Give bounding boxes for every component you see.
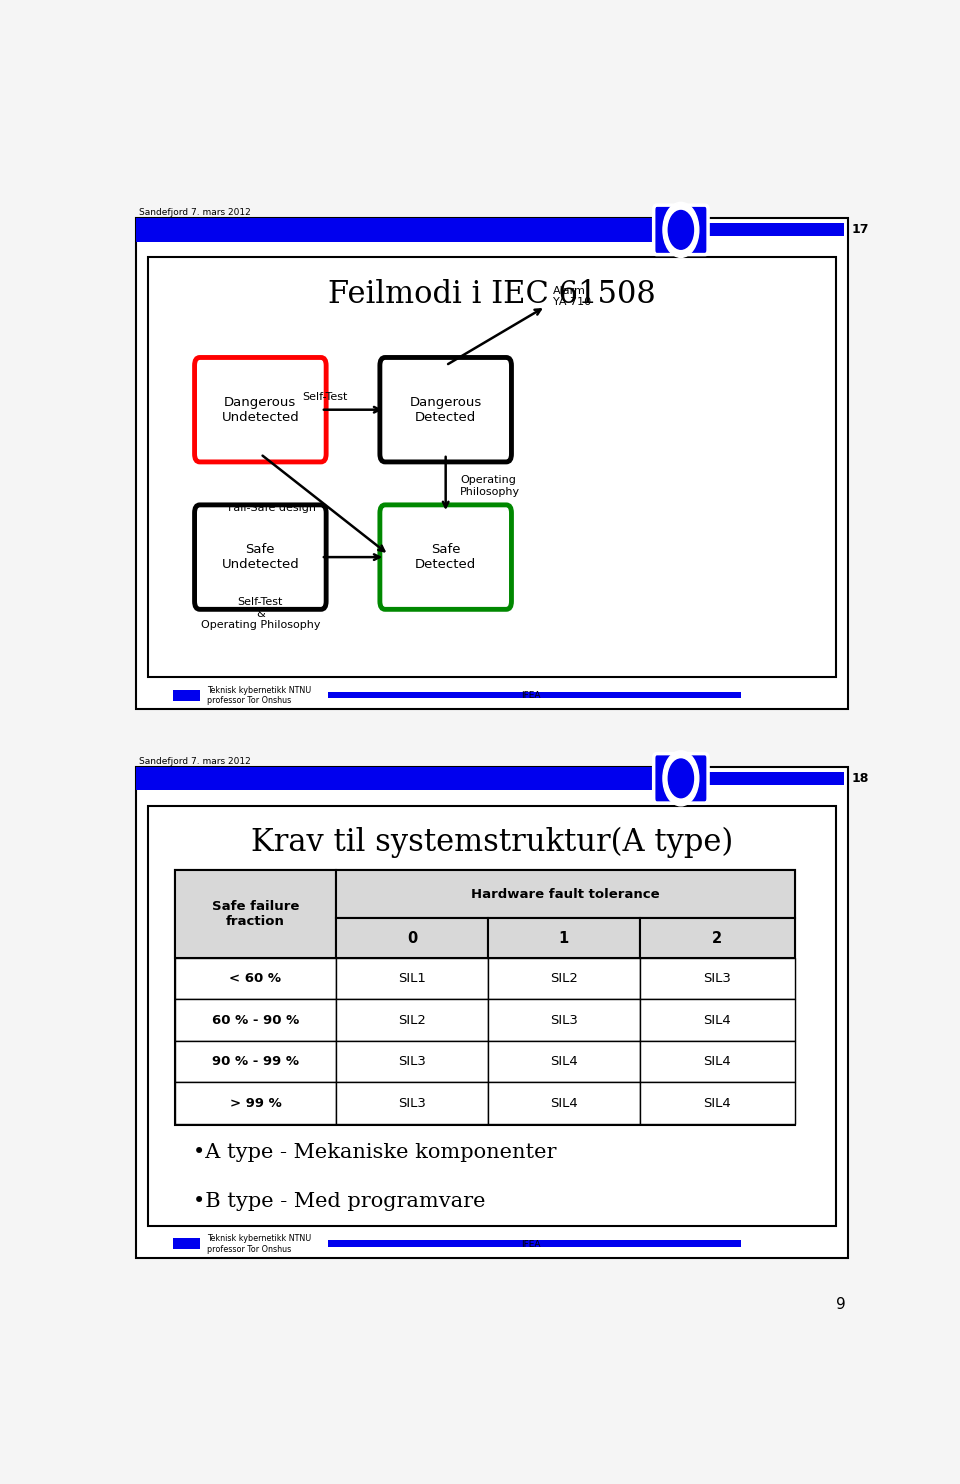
Bar: [135, 767, 849, 1258]
Text: IFEA: IFEA: [521, 1239, 540, 1248]
Text: •A type - Mekaniske komponenter: •A type - Mekaniske komponenter: [193, 1143, 556, 1162]
Text: Sandefjord 7. mars 2012: Sandefjord 7. mars 2012: [139, 757, 251, 766]
Bar: [135, 767, 653, 789]
Text: 18: 18: [852, 772, 870, 785]
Text: Safe
Undetected: Safe Undetected: [222, 543, 300, 571]
Text: 60 % - 90 %: 60 % - 90 %: [212, 1014, 300, 1027]
Text: Fail-Safe design: Fail-Safe design: [228, 503, 316, 513]
Text: 90 % - 99 %: 90 % - 99 %: [212, 1055, 299, 1068]
Text: SIL4: SIL4: [704, 1055, 732, 1068]
Text: Alarm
YA 710: Alarm YA 710: [553, 286, 590, 307]
Bar: [149, 806, 835, 1226]
Bar: [135, 218, 653, 242]
Bar: [488, 919, 640, 957]
Bar: [175, 999, 336, 1040]
Bar: [149, 257, 835, 678]
Text: Teknisk kybernetikk NTNU
professor Tor Onshus: Teknisk kybernetikk NTNU professor Tor O…: [207, 686, 311, 705]
Bar: [488, 1082, 640, 1123]
Text: SIL3: SIL3: [398, 1097, 426, 1110]
Bar: [336, 957, 488, 999]
Text: SIL3: SIL3: [704, 972, 732, 985]
Bar: [640, 1040, 795, 1082]
Bar: [708, 772, 844, 785]
Bar: [174, 1238, 201, 1250]
Bar: [336, 1040, 488, 1082]
Bar: [336, 1082, 488, 1123]
Text: Teknisk kybernetikk NTNU
professor Tor Onshus: Teknisk kybernetikk NTNU professor Tor O…: [207, 1235, 311, 1254]
Text: Safe failure
fraction: Safe failure fraction: [212, 899, 300, 928]
Text: SIL4: SIL4: [704, 1014, 732, 1027]
FancyBboxPatch shape: [195, 358, 326, 462]
Text: SIL4: SIL4: [704, 1097, 732, 1110]
Text: Operating
Philosophy: Operating Philosophy: [460, 475, 520, 497]
Text: SIL2: SIL2: [550, 972, 578, 985]
Bar: [175, 957, 336, 999]
Text: Krav til systemstruktur(A type): Krav til systemstruktur(A type): [251, 827, 733, 858]
Text: SIL3: SIL3: [550, 1014, 578, 1027]
Text: SIL4: SIL4: [550, 1055, 578, 1068]
Circle shape: [668, 758, 693, 798]
Text: Self-Test
&
Operating Philosophy: Self-Test & Operating Philosophy: [201, 597, 320, 631]
Bar: [328, 1241, 741, 1247]
Bar: [336, 999, 488, 1040]
Bar: [488, 957, 640, 999]
Circle shape: [663, 202, 699, 257]
Bar: [488, 1040, 640, 1082]
Text: 17: 17: [852, 224, 870, 236]
Bar: [488, 999, 640, 1040]
Bar: [175, 1040, 336, 1082]
Text: Hardware fault tolerance: Hardware fault tolerance: [471, 887, 660, 901]
Bar: [640, 919, 795, 957]
Text: 1: 1: [559, 930, 569, 945]
FancyBboxPatch shape: [380, 358, 512, 462]
Text: 9: 9: [835, 1297, 846, 1312]
Text: Sandefjord 7. mars 2012: Sandefjord 7. mars 2012: [139, 208, 251, 217]
Text: Feilmodi i IEC 61508: Feilmodi i IEC 61508: [328, 279, 656, 310]
Text: Self-Test: Self-Test: [301, 392, 348, 402]
Text: 0: 0: [407, 930, 418, 945]
Text: > 99 %: > 99 %: [229, 1097, 281, 1110]
Bar: [640, 1082, 795, 1123]
Bar: [328, 692, 741, 697]
Text: SIL1: SIL1: [398, 972, 426, 985]
Bar: [336, 870, 795, 919]
FancyBboxPatch shape: [380, 505, 512, 610]
Bar: [640, 957, 795, 999]
Circle shape: [668, 211, 693, 249]
Text: IFEA: IFEA: [521, 692, 540, 700]
Text: Dangerous
Detected: Dangerous Detected: [410, 396, 482, 424]
Bar: [336, 919, 488, 957]
Text: Dangerous
Undetected: Dangerous Undetected: [222, 396, 300, 424]
Text: •B type - Med programvare: •B type - Med programvare: [193, 1192, 485, 1211]
Text: < 60 %: < 60 %: [229, 972, 281, 985]
Bar: [640, 999, 795, 1040]
Text: 2: 2: [712, 930, 723, 945]
Text: SIL2: SIL2: [398, 1014, 426, 1027]
Bar: [175, 870, 795, 1125]
Text: SIL3: SIL3: [398, 1055, 426, 1068]
FancyBboxPatch shape: [195, 505, 326, 610]
Bar: [174, 690, 201, 700]
Bar: [135, 218, 849, 709]
Text: Safe
Detected: Safe Detected: [415, 543, 476, 571]
Bar: [175, 870, 336, 957]
Bar: [175, 1082, 336, 1123]
FancyBboxPatch shape: [654, 754, 708, 803]
FancyBboxPatch shape: [654, 205, 708, 255]
Circle shape: [663, 751, 699, 806]
Bar: [708, 223, 844, 236]
Text: SIL4: SIL4: [550, 1097, 578, 1110]
